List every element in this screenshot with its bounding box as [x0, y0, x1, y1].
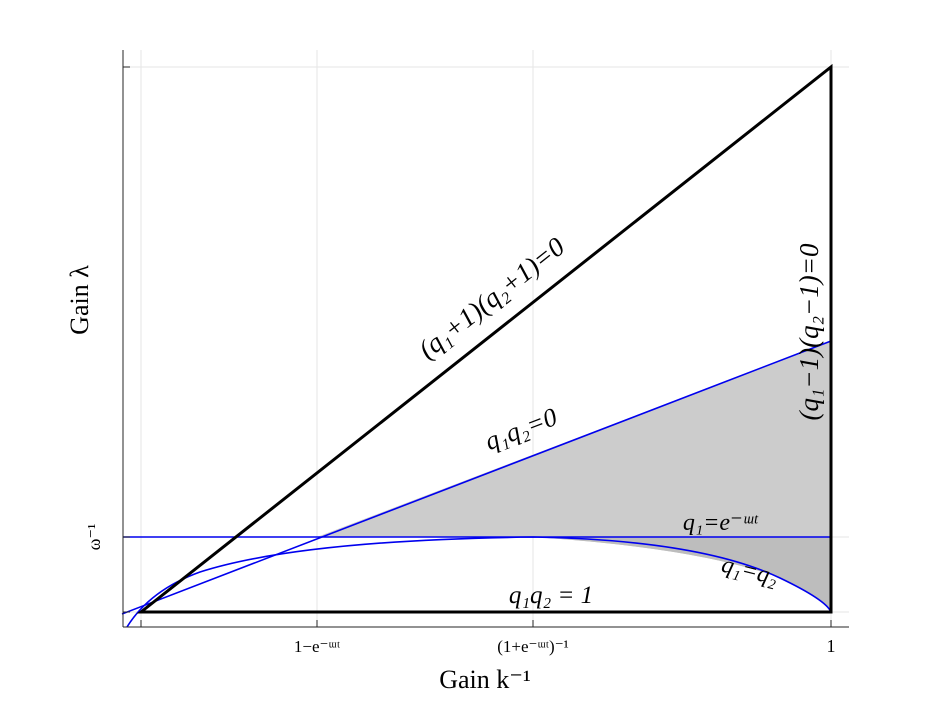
label-q1q2-zero: q₁q₂=0 — [481, 402, 561, 456]
label-q1-exp: q₁=e⁻ᵚᵗ — [683, 510, 759, 536]
outer-triangle — [136, 63, 833, 614]
ticks — [123, 66, 832, 627]
x-tick-label-3: 1 — [827, 636, 836, 656]
axes-box — [122, 50, 849, 628]
x-tick-label-1: 1−e⁻ᵚᵗ — [294, 637, 340, 656]
label-outer-top: (q₁+1)(q₂+1)=0 — [413, 231, 571, 364]
curve-q1-eq-q2 — [126, 536, 832, 628]
stable-region-dark — [533, 537, 831, 612]
outer-boundary — [136, 63, 833, 614]
label-q1q2-one: q₁q₂ = 1 — [509, 582, 593, 609]
y-tick-label-omega: ω⁻¹ — [84, 524, 104, 551]
y-axis-label: Gain λ — [65, 265, 94, 335]
x-axis-label: Gain k⁻¹ — [439, 665, 531, 694]
x-tick-label-2: (1+e⁻ᵚᵗ)⁻¹ — [497, 637, 569, 656]
curve-q1q2-zero — [121, 340, 832, 615]
blue-curves — [121, 340, 832, 628]
label-outer-right: (q₁−1)(q₂−1)=0 — [794, 243, 824, 420]
